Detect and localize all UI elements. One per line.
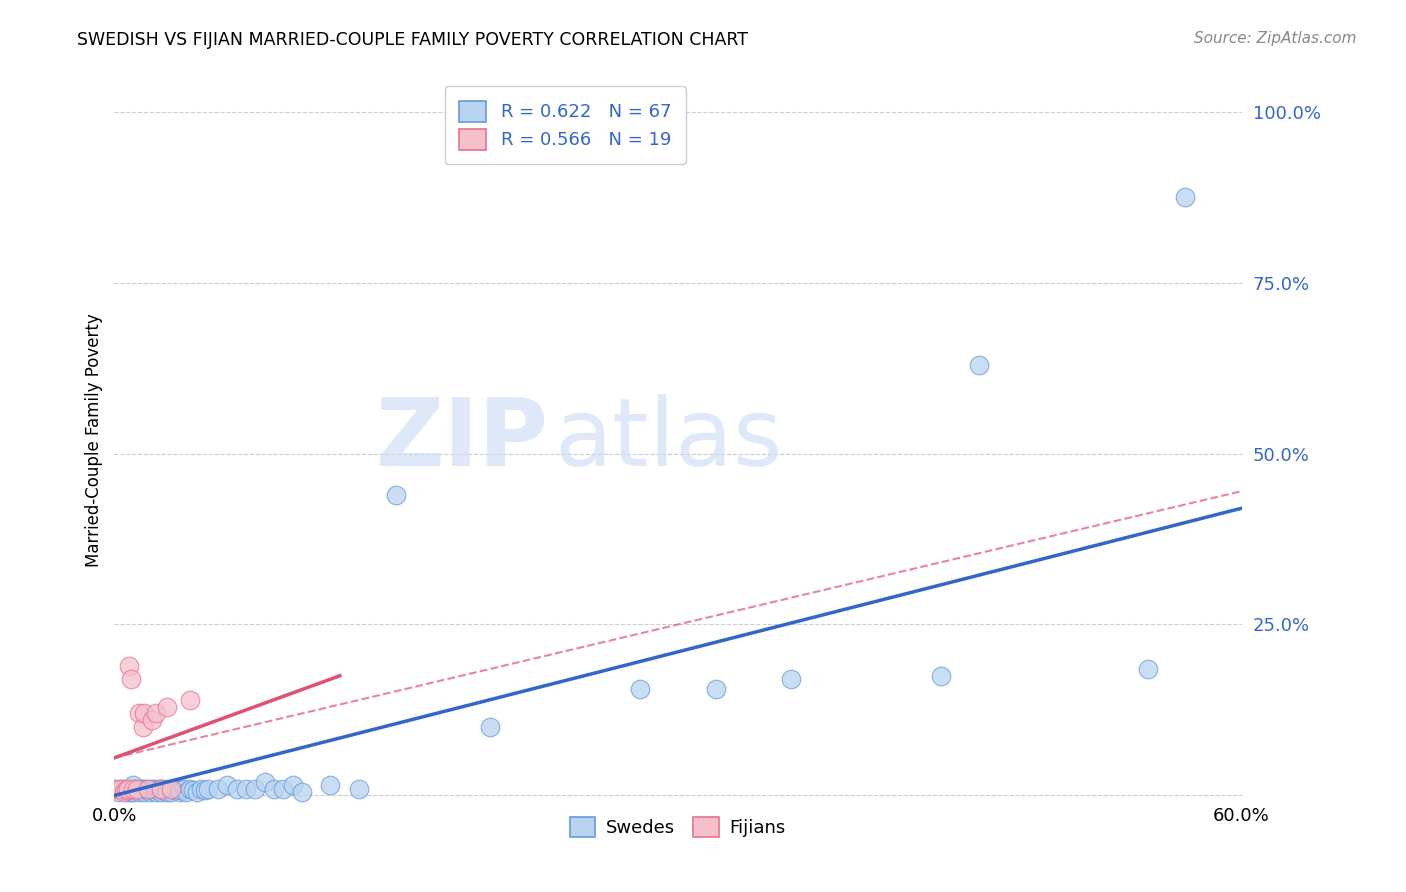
Point [108, 781, 131, 796]
Point [235, 781, 257, 796]
Point [114, 783, 136, 797]
Point [194, 783, 217, 797]
Point [120, 672, 142, 686]
Point [179, 692, 201, 706]
Point [479, 720, 502, 734]
Point [142, 781, 165, 796]
Point [122, 785, 145, 799]
Point [103, 781, 125, 796]
Point [156, 785, 179, 799]
Point [128, 706, 150, 721]
Point [207, 781, 229, 796]
Point [117, 785, 139, 799]
Point [163, 783, 186, 797]
Point [779, 672, 801, 686]
Point [263, 781, 285, 796]
Point [136, 783, 159, 797]
Point [141, 781, 163, 796]
Text: ZIP: ZIP [375, 394, 548, 486]
Point [1174, 190, 1197, 204]
Point [245, 781, 267, 796]
Point [129, 781, 152, 796]
Point [197, 781, 219, 796]
Point [112, 785, 135, 799]
Point [111, 783, 134, 797]
Point [124, 781, 146, 796]
Point [103, 781, 125, 796]
Point [150, 781, 173, 796]
Point [122, 778, 145, 792]
Point [169, 783, 191, 797]
Point [150, 785, 173, 799]
Point [181, 783, 204, 797]
Point [128, 785, 150, 799]
Point [118, 781, 141, 796]
Point [156, 699, 179, 714]
Point [179, 781, 201, 796]
Point [122, 781, 145, 796]
Point [159, 785, 181, 799]
Point [152, 783, 174, 797]
Point [186, 785, 208, 799]
Point [118, 658, 141, 673]
Point [967, 358, 990, 372]
Point [134, 706, 156, 721]
Point [146, 783, 169, 797]
Point [628, 682, 651, 697]
Legend: Swedes, Fijians: Swedes, Fijians [562, 810, 793, 844]
Point [173, 781, 195, 796]
Point [1136, 662, 1159, 676]
Point [150, 781, 173, 796]
Point [273, 781, 295, 796]
Point [281, 778, 304, 792]
Point [253, 774, 276, 789]
Point [120, 785, 142, 799]
Point [141, 783, 163, 797]
Point [108, 781, 131, 796]
Point [145, 785, 167, 799]
Point [159, 781, 181, 796]
Point [169, 785, 191, 799]
Point [165, 781, 187, 796]
Point [136, 781, 159, 796]
Point [385, 487, 408, 501]
Point [112, 781, 135, 796]
Point [174, 785, 197, 799]
Point [319, 778, 342, 792]
Point [153, 781, 176, 796]
Point [141, 713, 163, 727]
Y-axis label: Married-Couple Family Poverty: Married-Couple Family Poverty [86, 313, 103, 566]
Point [225, 781, 247, 796]
Point [929, 669, 952, 683]
Point [217, 778, 239, 792]
Point [159, 781, 181, 796]
Point [125, 783, 148, 797]
Point [117, 781, 139, 796]
Point [704, 682, 727, 697]
Point [135, 781, 157, 796]
Point [114, 783, 136, 797]
Point [131, 720, 153, 734]
Point [190, 781, 212, 796]
Point [131, 783, 153, 797]
Text: atlas: atlas [554, 394, 782, 486]
Point [134, 785, 156, 799]
Point [125, 781, 148, 796]
Point [347, 781, 370, 796]
Point [291, 785, 314, 799]
Point [139, 785, 162, 799]
Point [131, 781, 153, 796]
Point [107, 785, 129, 799]
Point [148, 781, 170, 796]
Text: Source: ZipAtlas.com: Source: ZipAtlas.com [1194, 31, 1357, 46]
Point [145, 706, 167, 721]
Text: SWEDISH VS FIJIAN MARRIED-COUPLE FAMILY POVERTY CORRELATION CHART: SWEDISH VS FIJIAN MARRIED-COUPLE FAMILY … [77, 31, 748, 49]
